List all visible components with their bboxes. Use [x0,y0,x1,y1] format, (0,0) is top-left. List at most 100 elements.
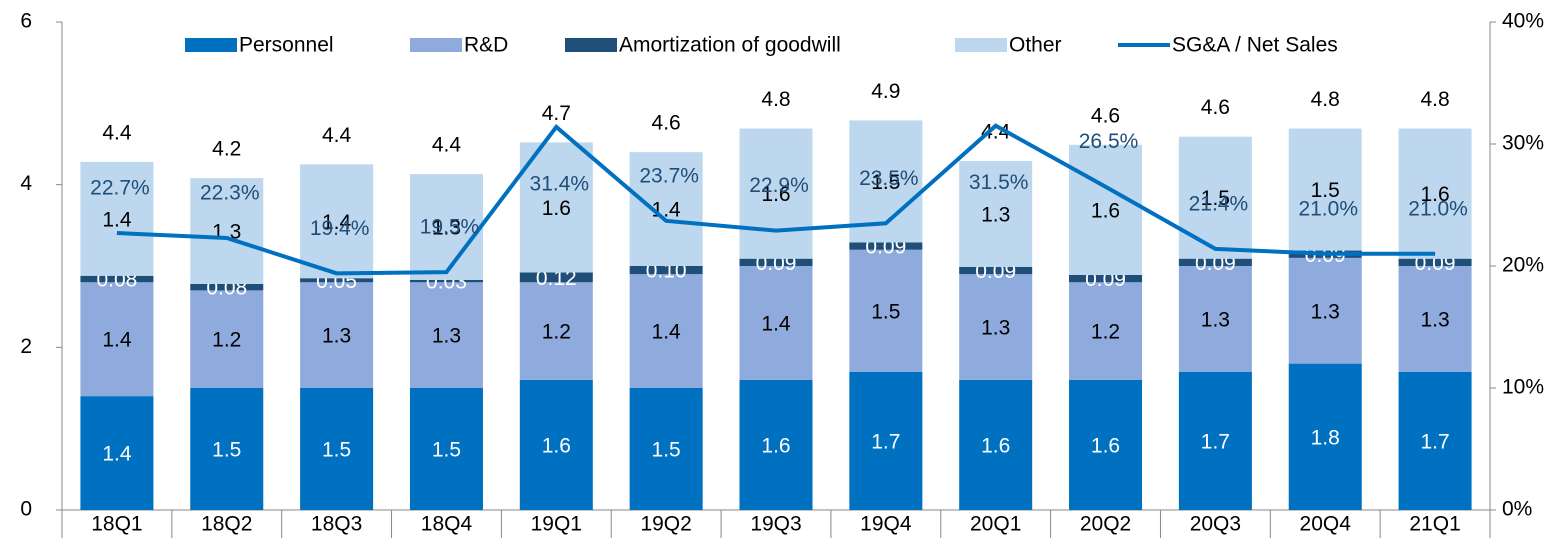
bar-segment [300,278,374,283]
legend-label: R&D [464,34,508,57]
x-tick-label: 19Q1 [531,513,582,536]
bar-segment [959,379,1033,510]
bar-segment [1398,266,1472,372]
bar-segment [629,266,703,275]
y2-tick-label: 0% [1502,498,1532,521]
data-label: 1.4 [761,312,791,335]
legend-label: SG&A / Net Sales [1172,34,1338,57]
bar-segment [519,272,593,283]
data-label: 1.8 [1311,426,1340,449]
total-label: 4.4 [102,121,132,144]
y2-tick-label: 40% [1502,10,1544,33]
total-label: 4.4 [322,124,352,147]
data-label: 1.2 [212,329,241,352]
bar-segment [1069,274,1143,283]
line-series [116,123,1436,276]
line-label: 19.4% [310,217,370,240]
bar-segment [739,379,813,510]
data-label: 1.6 [1091,434,1120,457]
total-label: 4.2 [212,138,241,161]
line-label: 26.5% [1079,130,1139,153]
bar-segment [629,152,703,266]
bar-segment [739,266,813,380]
total-label: 4.8 [761,88,790,111]
total-label: 4.4 [981,121,1011,144]
y-tick-label: 4 [20,172,32,195]
total-label: 4.4 [432,134,462,157]
data-label: 1.5 [212,439,241,462]
legend-label: Amortization of goodwill [619,34,841,57]
data-label: 1.6 [1420,183,1449,206]
total-label: 4.7 [542,102,571,125]
data-label: 1.4 [102,329,132,352]
x-tick-label: 19Q3 [750,513,801,536]
bar-segment [1288,257,1362,364]
bar-segment [959,266,1033,275]
bar-segment [629,388,703,510]
bar-segment [300,388,374,510]
bar-segment [1178,266,1252,372]
line-label: 21.4% [1189,192,1249,215]
bar-segment [519,282,593,380]
x-tick-label: 19Q2 [640,513,691,536]
bar-segment [959,161,1033,267]
x-tick-label: 18Q1 [91,513,142,536]
x-tick-label: 19Q4 [860,513,912,536]
line-label: 21.0% [1298,197,1358,220]
legend-swatch [410,38,462,52]
y2-tick-label: 20% [1502,254,1544,277]
bar-segment [80,161,154,276]
bar-segment [409,388,483,510]
legend-swatch [955,38,1007,52]
legend-swatch [185,38,237,52]
line-label: 22.7% [90,177,150,200]
bar-segment [849,249,923,372]
bar-segment [190,283,264,291]
bar-segment [1288,128,1362,251]
data-label: 1.6 [761,183,790,206]
data-label: 1.5 [1201,187,1230,210]
line-label: 23.5% [859,167,919,190]
x-tick-label: 20Q1 [970,513,1021,536]
line-label: 19.5% [420,216,480,239]
data-label: 1.6 [542,197,571,220]
y2-tick-label: 10% [1502,376,1544,399]
bar-segment [409,174,483,280]
bar-segment [190,290,264,388]
bar-segment [409,279,483,283]
data-label: 1.7 [871,430,900,453]
bar-segment [300,282,374,388]
x-tick-label: 18Q2 [201,513,252,536]
total-label: 4.6 [1091,104,1120,127]
bar-segment [849,371,923,510]
data-label: 1.3 [322,325,351,348]
bar-segment [1178,136,1252,259]
bar-segment [409,282,483,388]
data-label: 1.4 [102,443,132,466]
bar-segment [190,178,264,284]
data-label: 1.5 [871,171,900,194]
line-label: 31.4% [530,172,590,195]
total-label: 4.9 [871,80,900,103]
bar-segment [1398,371,1472,510]
legend-label: Other [1009,34,1062,57]
y2-tick-label: 30% [1502,132,1544,155]
data-label: 1.6 [542,434,571,457]
data-label: 1.4 [322,211,352,234]
total-label: 4.6 [1201,96,1230,119]
x-tick-label: 20Q3 [1190,513,1241,536]
bar-segment [1178,258,1252,266]
x-tick-label: 18Q3 [311,513,362,536]
bar-segment [1069,379,1143,510]
data-label: 1.5 [871,300,900,323]
x-tick-label: 20Q2 [1080,513,1131,536]
line-label: 22.3% [200,181,260,204]
bar-segment [629,274,703,388]
data-label: 1.3 [1311,300,1340,323]
bar-segment [1069,282,1143,380]
bar-segment [1288,363,1362,510]
data-label: 1.6 [981,434,1010,457]
bar-segment [190,388,264,510]
bar-segment [1398,258,1472,266]
